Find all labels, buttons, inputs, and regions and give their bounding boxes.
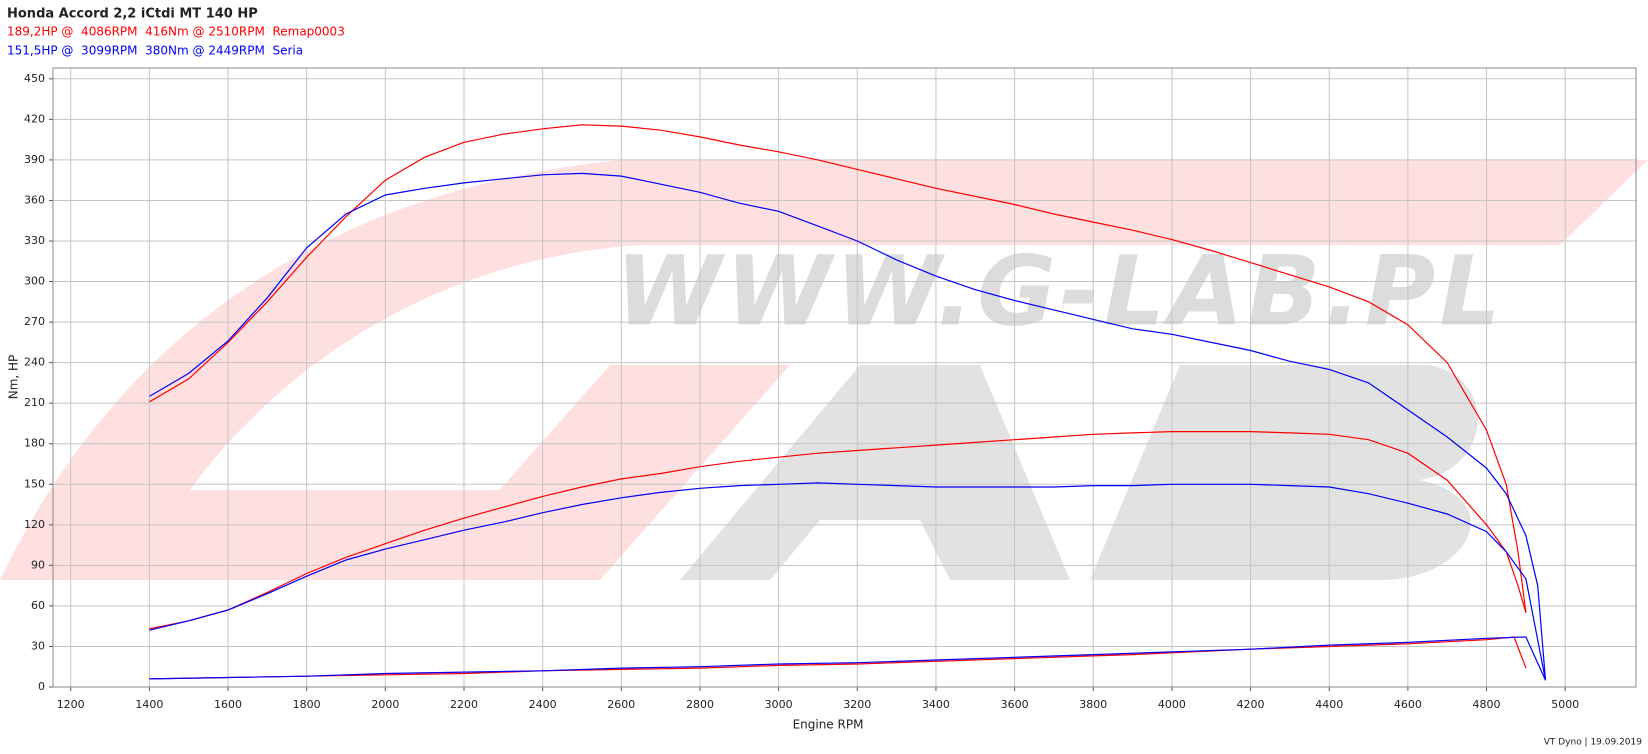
y-tick-label: 270 <box>24 315 45 328</box>
y-tick-label: 90 <box>31 558 45 571</box>
watermark: WWW.G-LAB.PL <box>0 160 1648 580</box>
x-tick-label: 2400 <box>529 698 557 711</box>
y-tick-label: 30 <box>31 639 45 652</box>
x-tick-label: 1200 <box>57 698 85 711</box>
x-tick-label: 3200 <box>843 698 871 711</box>
x-tick-label: 3800 <box>1079 698 1107 711</box>
y-tick-label: 180 <box>24 437 45 450</box>
x-tick-label: 4800 <box>1473 698 1501 711</box>
series-line <box>149 172 1547 681</box>
plot-frame <box>52 67 1637 688</box>
y-tick-label: 360 <box>24 193 45 206</box>
y-tick-label: 450 <box>24 72 45 85</box>
y-tick-label: 120 <box>24 518 45 531</box>
y-axis-label: Nm, HP <box>7 355 21 400</box>
series-line <box>149 124 1527 613</box>
x-tick-label: 2600 <box>607 698 635 711</box>
series-line <box>149 431 1527 630</box>
x-tick-label: 3400 <box>922 698 950 711</box>
legend-entry: 189,2HP @ 4086RPM 416Nm @ 2510RPM Remap0… <box>7 25 345 39</box>
x-tick-label: 2000 <box>371 698 399 711</box>
y-tick-label: 330 <box>24 234 45 247</box>
watermark-swoosh <box>0 160 1648 580</box>
y-tick-label: 300 <box>24 275 45 288</box>
x-tick-label: 2800 <box>686 698 714 711</box>
y-tick-label: 0 <box>38 680 45 693</box>
y-tick-label: 60 <box>31 599 45 612</box>
x-tick-label: 4600 <box>1394 698 1422 711</box>
chart-title: Honda Accord 2,2 iCtdi MT 140 HP <box>7 7 258 22</box>
series-line <box>149 636 1547 681</box>
x-tick-label: 2200 <box>450 698 478 711</box>
x-tick-label: 4000 <box>1158 698 1186 711</box>
x-tick-label: 5000 <box>1551 698 1579 711</box>
y-tick-label: 420 <box>24 112 45 125</box>
y-tick-label: 240 <box>24 356 45 369</box>
series-line <box>149 482 1547 681</box>
x-tick-label: 3000 <box>765 698 793 711</box>
y-tick-label: 390 <box>24 153 45 166</box>
watermark-shape <box>1090 365 1478 580</box>
y-tick-label: 150 <box>24 477 45 490</box>
y-tick-label: 210 <box>24 396 45 409</box>
x-tick-label: 4200 <box>1237 698 1265 711</box>
legend-entry: 151,5HP @ 3099RPM 380Nm @ 2449RPM Seria <box>7 44 303 58</box>
watermark-text: WWW.G-LAB.PL <box>615 235 1504 347</box>
x-axis-label: Engine RPM <box>793 718 864 732</box>
x-tick-label: 4400 <box>1315 698 1343 711</box>
watermark-shape <box>680 365 1070 580</box>
x-tick-label: 3600 <box>1001 698 1029 711</box>
x-tick-label: 1400 <box>135 698 163 711</box>
x-tick-label: 1600 <box>214 698 242 711</box>
footer: VT Dyno | 19.09.2019 <box>1544 738 1643 748</box>
watermark-shape <box>420 365 790 580</box>
series-line <box>149 636 1527 680</box>
x-tick-label: 1800 <box>293 698 321 711</box>
